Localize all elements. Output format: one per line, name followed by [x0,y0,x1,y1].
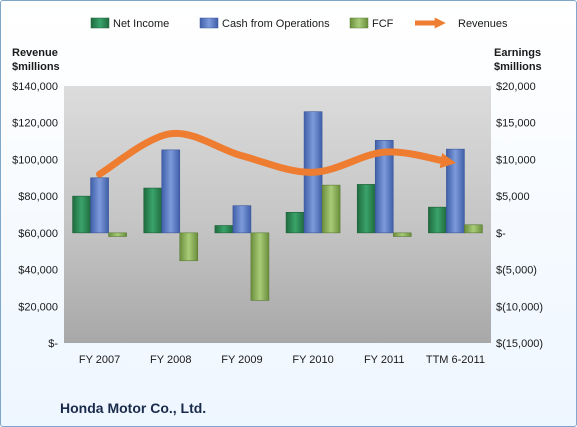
legend-label-cash-from-operations: Cash from Operations [222,18,330,30]
bar-cash-from-operations [446,148,465,234]
left-axis-tick-label: $80,000 [18,191,58,203]
left-axis-tick-label: $20,000 [18,301,58,313]
right-axis-tick-label: $(5,000) [496,265,537,277]
right-axis-title-line-2: $millions [494,61,542,73]
left-axis-tick-label: $- [48,338,58,350]
legend-swatch-cash-from-operations [199,17,219,29]
legend-label-fcf: FCF [372,18,394,30]
right-axis-title-line-1: Earnings [494,47,541,59]
left-axis-tick-label: $140,000 [12,81,58,93]
x-axis-category-label: FY 2009 [221,354,262,366]
left-axis-title-line-1: Revenue [12,47,58,59]
right-axis-tick-label: $(10,000) [496,301,543,313]
legend-swatch-net-income [90,17,110,29]
revenue-line-layer [96,129,457,178]
bar-net-income [285,211,305,234]
bar-cash-from-operations [90,177,109,234]
legend: Net Income Cash from Operations FCF Reve… [90,17,508,30]
bar-net-income [428,206,447,234]
bar-cash-from-operations [374,140,394,234]
right-axis-tick-label: $20,000 [496,81,536,93]
legend-label-net-income: Net Income [113,18,169,30]
left-axis-tick-label: $60,000 [18,228,58,240]
left-axis-ticks: $- $20,000 $40,000 $60,000 $80,000 $100,000 $1… [12,81,58,350]
bar-cash-from-operations [161,149,181,234]
bar-net-income [214,225,234,234]
revenue-line [96,129,457,178]
x-axis-category-label: FY 2010 [292,354,333,366]
x-axis-category-label: FY 2007 [79,354,120,366]
left-axis-tick-label: $100,000 [12,154,58,166]
bar-fcf [250,232,270,301]
bar-fcf [464,224,483,234]
left-axis-tick-label: $40,000 [18,265,58,277]
x-axis-labels: FY 2007 FY 2008 FY 2009 FY 2010 FY 2011 TTM 6… [79,354,485,366]
right-axis-tick-label: $(15,000) [496,338,543,350]
x-axis-category-label: TTM 6-2011 [426,354,485,366]
bar-fcf [392,232,412,237]
bar-fcf [108,232,127,237]
bar-net-income [143,187,163,234]
bar-fcf [321,184,341,234]
x-axis-category-label: FY 2011 [364,354,405,366]
x-axis-category-label: FY 2008 [150,354,191,366]
bar-net-income [72,195,91,234]
company-name: Honda Motor Co., Ltd. [60,400,206,416]
right-axis-ticks: $(15,000) $(10,000) $(5,000) $- $5,000 $10,00… [496,81,543,350]
plot-area [64,86,491,343]
right-axis-tick-label: $- [496,228,506,240]
bar-fcf [179,232,199,262]
right-axis-tick-label: $5,000 [496,191,530,203]
legend-swatch-fcf [349,17,369,29]
left-axis-tick-label: $120,000 [12,118,58,130]
bar-net-income [356,184,376,234]
right-axis-tick-label: $15,000 [496,118,536,130]
legend-label-revenues: Revenues [458,18,508,30]
bars [72,111,483,301]
left-axis-title-line-2: $millions [12,61,60,73]
right-axis-tick-label: $10,000 [496,154,536,166]
bar-cash-from-operations [232,205,252,234]
